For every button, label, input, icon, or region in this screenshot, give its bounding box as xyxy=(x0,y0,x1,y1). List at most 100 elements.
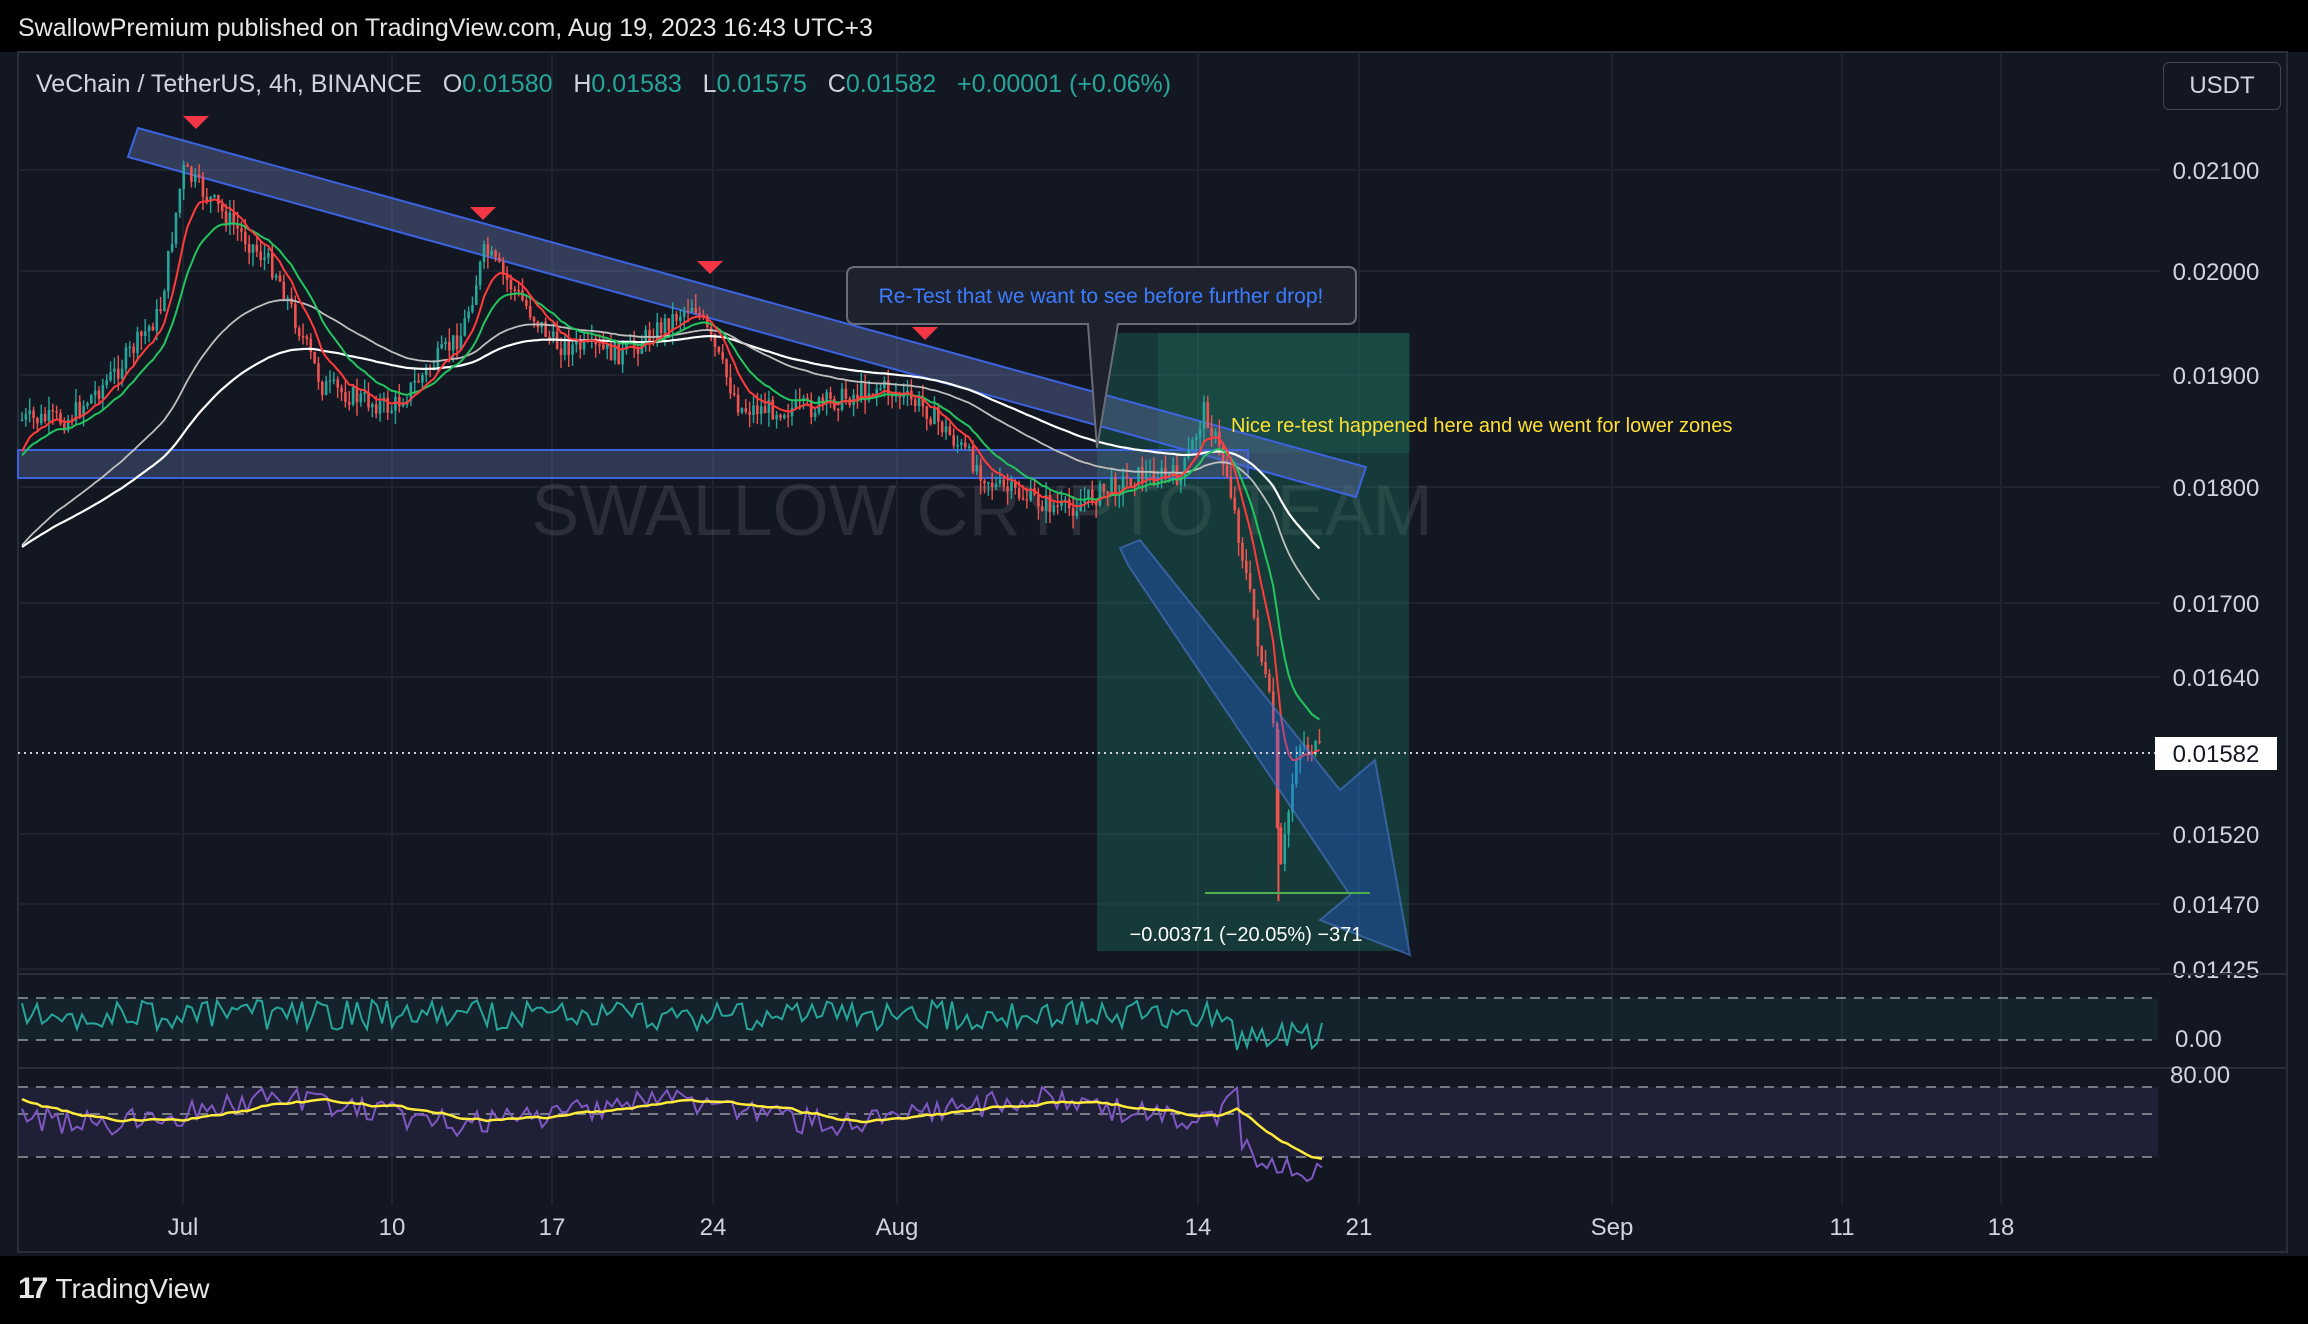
candle-body xyxy=(1202,402,1206,429)
candle-body xyxy=(1125,476,1129,479)
candle-body xyxy=(1102,483,1106,492)
candle-body xyxy=(28,410,31,415)
candle-body xyxy=(856,394,859,400)
candle-body xyxy=(1083,499,1086,503)
candle-body xyxy=(224,211,228,226)
candle-body xyxy=(1268,673,1271,692)
candle-body xyxy=(1141,467,1144,482)
candle-body xyxy=(105,380,108,386)
candle-body xyxy=(1014,481,1017,488)
candle-body xyxy=(998,479,1002,484)
candle-body xyxy=(93,390,97,396)
candle-body xyxy=(294,303,297,329)
candle-body xyxy=(455,335,459,350)
candle-body xyxy=(1175,465,1179,485)
candle-body xyxy=(282,281,286,301)
candle-body xyxy=(813,412,817,418)
candle-body xyxy=(775,414,778,420)
currency-button[interactable]: USDT xyxy=(2163,62,2281,110)
candle-body xyxy=(525,300,528,307)
candle-body xyxy=(82,405,85,416)
candle-body xyxy=(940,421,944,433)
retest-callout: Re-Test that we want to see before furth… xyxy=(846,266,1357,449)
candle-body xyxy=(879,388,882,390)
candle-body xyxy=(236,225,239,229)
x-tick-label: 14 xyxy=(1185,1214,1212,1241)
candle-body xyxy=(1044,495,1048,511)
candle-body xyxy=(182,164,185,190)
candle-body xyxy=(1295,759,1298,785)
candle-body xyxy=(1221,445,1225,465)
candle-body xyxy=(963,442,967,448)
candle-body xyxy=(1210,427,1213,437)
high-label: H xyxy=(573,70,592,98)
candle-body xyxy=(748,411,751,415)
candle-body xyxy=(143,331,147,337)
candle-body xyxy=(251,244,255,253)
candle-body xyxy=(1052,505,1056,513)
candle-body xyxy=(1318,741,1321,743)
marker-1 xyxy=(183,116,209,129)
candle-body xyxy=(713,334,717,348)
candle-body xyxy=(424,367,428,375)
candle-body xyxy=(1214,431,1217,437)
candle-body xyxy=(655,322,659,343)
rsi-ma-line xyxy=(21,1097,1323,1161)
publisher-line: SwallowPremium published on TradingView.… xyxy=(18,14,873,42)
candle-body xyxy=(844,388,848,399)
candle-body xyxy=(602,344,605,349)
candle-body xyxy=(1160,468,1163,482)
retest-note: Nice re-test happened here and we went f… xyxy=(1231,415,1732,437)
candle-body xyxy=(1314,741,1317,755)
candle-body xyxy=(174,212,178,244)
candle-body xyxy=(790,407,794,417)
candle-body xyxy=(821,397,825,403)
candle-body xyxy=(836,408,840,411)
candle-body xyxy=(167,251,170,292)
candle-body xyxy=(532,317,536,322)
last-price-label: 0.01582 xyxy=(2173,741,2260,768)
candle-body xyxy=(1137,467,1140,486)
open-value: 0.01580 xyxy=(462,70,553,98)
candle-body xyxy=(86,403,89,406)
candle-body xyxy=(363,392,366,394)
candle-body xyxy=(63,423,66,431)
candle-body xyxy=(259,251,262,260)
candle-body xyxy=(124,347,128,369)
x-tick-label: 17 xyxy=(539,1214,566,1241)
candle-body xyxy=(305,336,309,339)
price-chart[interactable]: SWALLOW CRYPTO TEAM Re-Test that we want… xyxy=(0,0,2308,1256)
candle-body xyxy=(240,228,243,232)
candle-body xyxy=(301,336,305,338)
candle-body xyxy=(967,446,971,449)
candle-body xyxy=(1152,470,1156,486)
candle-body xyxy=(444,341,447,345)
candle-body xyxy=(1048,495,1052,513)
candle-body xyxy=(120,368,124,379)
candle-body xyxy=(43,413,47,422)
tradingview-brand[interactable]: 17 TradingView xyxy=(18,1272,209,1306)
candle-body xyxy=(994,483,998,487)
candle-body xyxy=(324,381,328,395)
candle-body xyxy=(309,338,313,352)
candle-body xyxy=(732,393,736,395)
candle-body xyxy=(209,196,212,201)
candle-body xyxy=(351,386,355,405)
marker-4 xyxy=(912,327,938,340)
candle-body xyxy=(578,339,582,350)
candle-body xyxy=(1010,481,1013,492)
symbol-legend: VeChain / TetherUS, 4h, BINANCE O0.01580… xyxy=(36,70,1171,99)
candle-body xyxy=(151,326,155,331)
candle-body xyxy=(263,257,266,260)
candle-body xyxy=(956,444,959,447)
candle-body xyxy=(763,406,767,414)
close-label: C xyxy=(827,70,846,98)
candle-body xyxy=(563,339,567,356)
footer xyxy=(0,1256,2308,1324)
candle-body xyxy=(413,380,416,383)
candle-body xyxy=(736,394,740,413)
candle-body xyxy=(883,380,886,389)
candle-body xyxy=(521,290,524,301)
candle-body xyxy=(625,344,628,348)
candle-body xyxy=(675,313,678,321)
